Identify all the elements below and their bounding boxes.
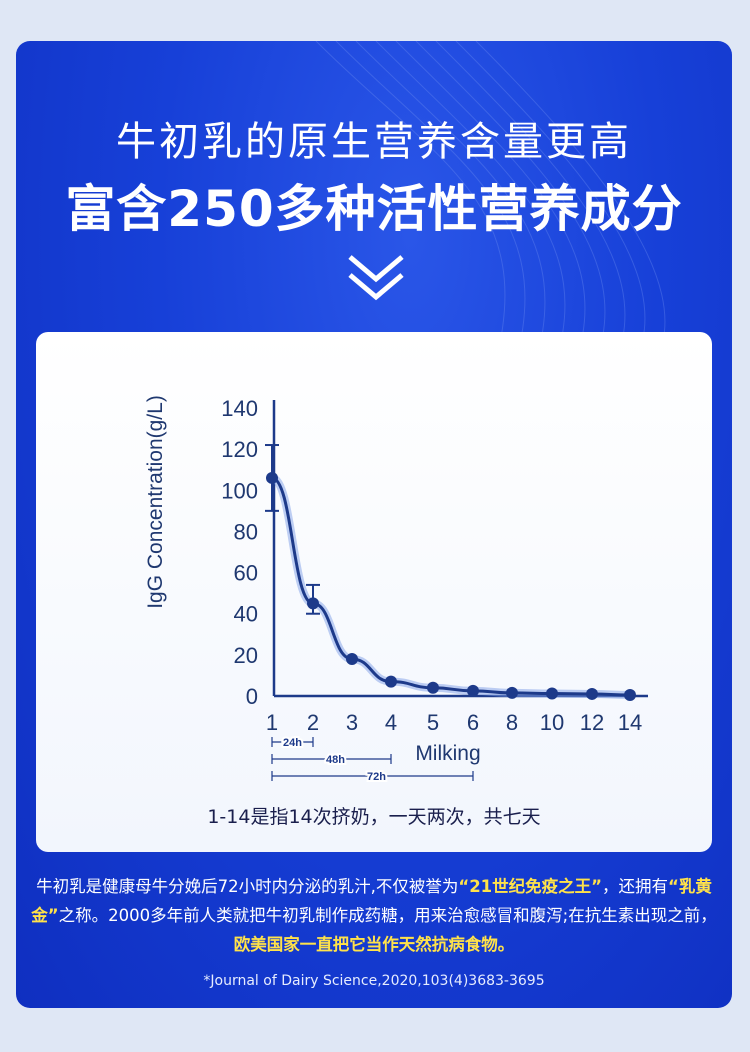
data-point [624,688,636,701]
x-axis-label: Milking [415,742,480,765]
data-point [586,687,598,700]
reference-citation: *Journal of Dairy Science,2020,103(4)368… [203,973,545,989]
series-line-glow [270,473,631,699]
x-tick-label: 6 [467,710,479,735]
data-point [467,684,479,697]
data-point [506,686,518,699]
interval-label: 24h [283,737,302,749]
igg-chart: IgG Concentration(g/L) Milking 0 20 40 60 80… [144,395,648,785]
y-tick-label: 40 [234,602,258,627]
data-point [266,471,278,484]
highlight-milk-gold: “乳黄金” [31,877,712,925]
background-wave-lines [315,41,666,362]
y-tick-label: 20 [234,643,258,668]
x-tick-label: 4 [385,710,397,735]
x-tick-label: 10 [540,710,564,735]
main-card: 牛初乳的原生营养含量更高 富含250多种活性营养成分 IgG Concentra… [16,41,732,1008]
subheadline: 富含250多种活性营养成分 [65,180,683,238]
x-tick-label: 2 [307,710,319,735]
y-tick-label: 60 [234,561,258,586]
y-tick-label: 140 [221,396,258,421]
series-line [271,476,631,697]
x-tick-label: 14 [618,710,642,735]
chart-panel: IgG Concentration(g/L) Milking 0 20 40 60 80… [36,332,712,852]
y-tick-label: 0 [246,684,258,709]
x-tick-label: 1 [266,710,278,735]
x-tick-label: 8 [506,710,518,735]
description-text-1: 牛初乳是健康母牛分娩后72小时内分泌的乳汁,不仅被誉为 [36,877,459,896]
x-tick-label: 5 [427,710,439,735]
description-paragraph: 牛初乳是健康母牛分娩后72小时内分泌的乳汁,不仅被誉为“21世纪免疫之王”，还拥… [30,872,718,959]
interval-label: 48h [326,754,345,766]
x-tick-label: 3 [346,710,358,735]
y-tick-label: 80 [234,519,258,544]
data-point [385,675,397,688]
highlight-immune-king: “21世纪免疫之王” [458,877,603,896]
data-point [307,597,319,610]
description-text-2: ，还拥有 [602,877,669,896]
interval-label: 72h [367,771,386,783]
data-point [427,681,439,694]
x-tick-label: 12 [580,710,604,735]
headline: 牛初乳的原生营养含量更高 [116,119,632,165]
highlight-natural-food: 欧美国家一直把它当作天然抗病食物。 [233,935,515,954]
data-point [346,652,358,665]
y-tick-label: 100 [221,478,258,503]
data-point [546,687,558,700]
description-text-3: 之称。2000多年前人类就把牛初乳制作成药糖，用来治愈感冒和腹泻;在抗生素出现之… [58,906,717,925]
double-chevron-down-icon [348,255,404,301]
chart-note: 1-14是指14次挤奶，一天两次，共七天 [207,806,541,828]
y-axis-label: IgG Concentration(g/L) [144,395,167,609]
y-tick-label: 120 [221,437,258,462]
